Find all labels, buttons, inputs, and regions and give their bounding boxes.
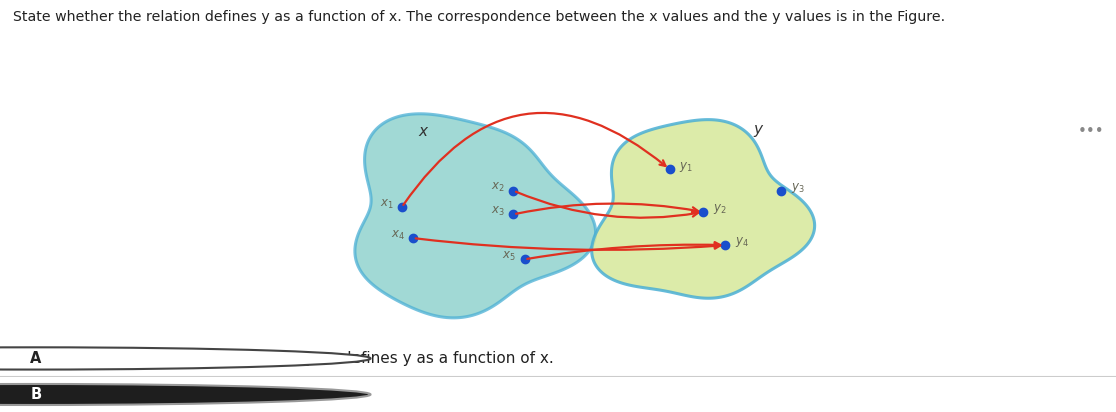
Text: $x_1$: $x_1$ [379,198,393,211]
Polygon shape [355,114,596,318]
Text: $y_1$: $y_1$ [680,159,693,173]
Circle shape [0,347,371,370]
Text: $y$: $y$ [753,124,764,139]
Text: $y_2$: $y_2$ [713,202,727,216]
Text: $y_4$: $y_4$ [735,235,749,249]
Text: •••: ••• [1078,124,1105,139]
Text: $x_3$: $x_3$ [491,205,504,218]
Text: The correspondence in the Figure defines y as a function of x.: The correspondence in the Figure defines… [80,351,555,366]
Bar [720,103,1116,340]
Bar [0,103,368,340]
Text: State whether the relation defines y as a function of x. The correspondence betw: State whether the relation defines y as … [13,10,945,24]
Circle shape [0,384,371,405]
Text: B: B [30,387,41,402]
Text: $x$: $x$ [418,124,430,139]
Text: The correspondence in the Figure does not define y as a function of x.: The correspondence in the Figure does no… [80,387,684,402]
Text: $x_4$: $x_4$ [391,229,405,242]
Text: $x_2$: $x_2$ [491,181,504,194]
Text: A: A [30,351,41,366]
Polygon shape [591,119,815,298]
Text: $y_3$: $y_3$ [791,181,805,195]
Text: $x_5$: $x_5$ [502,250,516,263]
